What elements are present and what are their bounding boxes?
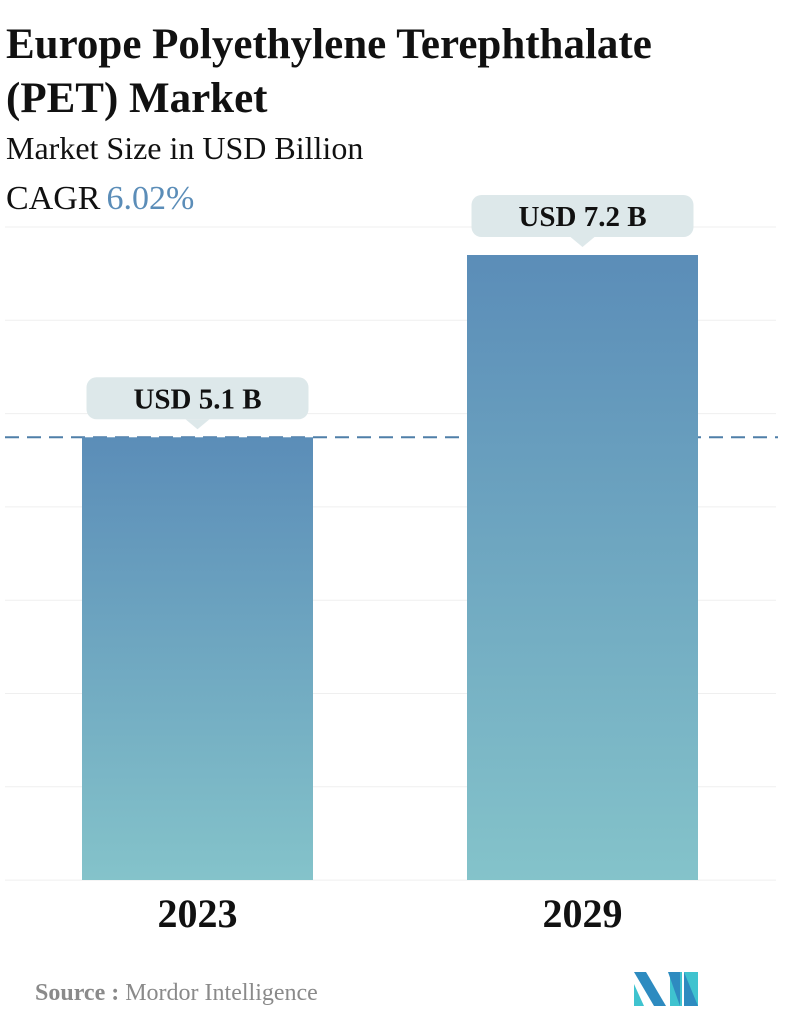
source-value: Mordor Intelligence: [125, 980, 318, 1006]
cagr: CAGR 6.02%: [6, 180, 194, 218]
data-label-box: [86, 377, 309, 420]
source: Source : Mordor Intelligence: [35, 980, 318, 1007]
cagr-value: 6.02%: [106, 180, 195, 217]
data-label-pointer: [570, 237, 595, 247]
cagr-label: CAGR: [6, 180, 101, 217]
bar-2023: [82, 437, 313, 880]
bar-chart: USD 5.1 B 2023 USD 7.2 B 2029: [5, 195, 778, 936]
mordor-logo-icon: [634, 972, 698, 1006]
chart-subtitle: Market Size in USD Billion: [6, 130, 364, 166]
bar-2029: [467, 255, 698, 880]
data-label-pointer: [185, 419, 210, 430]
data-label-box: [471, 195, 694, 237]
source-label: Source :: [35, 980, 120, 1006]
x-tick-label: 2023: [158, 891, 238, 936]
data-label: USD 5.1 B: [133, 383, 261, 415]
data-label: USD 7.2 B: [518, 201, 646, 233]
chart-title: Europe Polyethylene Terephthalate (PET) …: [6, 21, 652, 122]
x-tick-label: 2029: [543, 891, 623, 936]
